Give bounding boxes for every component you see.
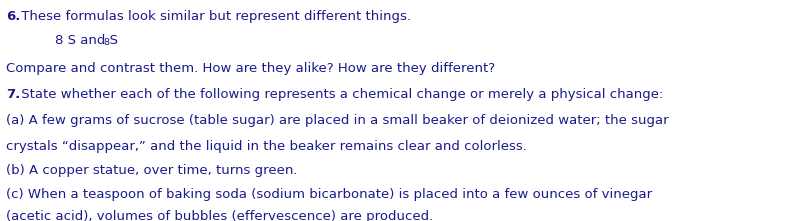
Text: 8: 8 <box>103 38 109 47</box>
Text: State whether each of the following represents a chemical change or merely a phy: State whether each of the following repr… <box>16 88 663 101</box>
Text: 8 S and S: 8 S and S <box>55 34 118 47</box>
Text: (acetic acid), volumes of bubbles (effervescence) are produced.: (acetic acid), volumes of bubbles (effer… <box>6 210 433 221</box>
Text: 6.: 6. <box>6 10 20 23</box>
Text: (a) A few grams of sucrose (table sugar) are placed in a small beaker of deioniz: (a) A few grams of sucrose (table sugar)… <box>6 114 667 127</box>
Text: crystals “disappear,” and the liquid in the beaker remains clear and colorless.: crystals “disappear,” and the liquid in … <box>6 140 526 153</box>
Text: 7.: 7. <box>6 88 20 101</box>
Text: These formulas look similar but represent different things.: These formulas look similar but represen… <box>16 10 410 23</box>
Text: (b) A copper statue, over time, turns green.: (b) A copper statue, over time, turns gr… <box>6 164 297 177</box>
Text: Compare and contrast them. How are they alike? How are they different?: Compare and contrast them. How are they … <box>6 62 495 75</box>
Text: (c) When a teaspoon of baking soda (sodium bicarbonate) is placed into a few oun: (c) When a teaspoon of baking soda (sodi… <box>6 188 651 201</box>
